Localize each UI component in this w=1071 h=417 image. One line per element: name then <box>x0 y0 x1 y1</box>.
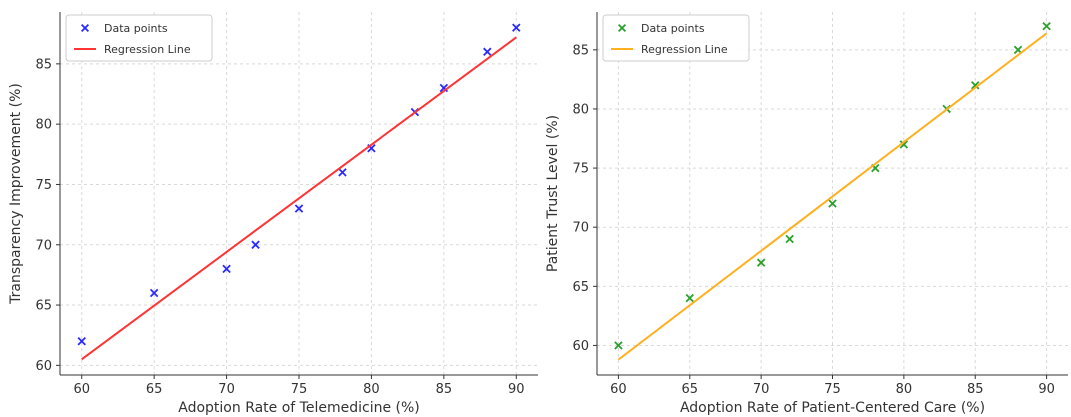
x-axis-label: Adoption Rate of Patient-Centered Care (… <box>680 400 985 416</box>
x-tick-label: 90 <box>508 382 525 397</box>
data-point <box>149 288 159 298</box>
y-tick-label: 85 <box>35 57 52 72</box>
legend-marker-swatch <box>617 23 627 33</box>
data-point <box>828 199 837 208</box>
data-point <box>785 234 794 244</box>
y-tick-label: 70 <box>35 238 52 253</box>
y-tick-label: 65 <box>35 299 52 314</box>
legend: Data points Regression Line <box>602 14 750 62</box>
x-tick-label: 60 <box>73 382 90 397</box>
y-tick-label: 80 <box>35 118 52 133</box>
legend-entry-label: Regression Line <box>104 43 191 56</box>
y-tick-label: 75 <box>35 178 52 193</box>
chart-panel-1: 60 65 70 75 80 85 90 60 65 70 75 80 85 Adoption Rate … <box>8 12 538 416</box>
x-tick-label: 70 <box>753 382 770 397</box>
data-point <box>483 47 492 57</box>
legend-marker-swatch <box>80 23 90 33</box>
legend: Data points Regression Line <box>65 14 213 62</box>
data-point <box>338 168 347 177</box>
y-axis-label: Patient Trust Level (%) <box>545 115 561 272</box>
y-tick-label: 60 <box>35 359 52 374</box>
legend-frame <box>65 14 213 62</box>
x-tick-label: 80 <box>896 382 913 397</box>
y-axis-label: Transparency Improvement (%) <box>8 83 24 305</box>
data-point <box>222 264 231 274</box>
y-tick-label: 85 <box>572 43 589 58</box>
y-tick-label: 75 <box>572 162 589 177</box>
regression-line <box>617 32 1048 361</box>
legend-entry-label: Regression Line <box>641 43 728 56</box>
legend-frame <box>602 14 750 62</box>
y-tick-label: 80 <box>572 102 589 117</box>
x-tick-label: 65 <box>146 382 163 397</box>
legend-entry-label: Data points <box>641 22 705 35</box>
data-point <box>294 204 304 213</box>
chart-panel-2: 60 65 70 75 80 85 90 60 65 70 75 80 85 Adoption Rate … <box>545 12 1068 416</box>
regression-line <box>81 36 517 361</box>
x-tick-label: 60 <box>610 382 627 397</box>
x-tick-label: 85 <box>967 382 984 397</box>
data-point <box>1042 21 1051 31</box>
data-point <box>899 140 909 149</box>
x-tick-label: 75 <box>291 382 308 397</box>
x-tick-label: 75 <box>824 382 841 397</box>
x-tick-label: 70 <box>218 382 235 397</box>
y-tick-label: 65 <box>572 280 589 295</box>
legend-entry-label: Data points <box>104 22 168 35</box>
data-point <box>512 23 521 32</box>
data-point <box>685 293 695 303</box>
y-tick-label: 70 <box>572 221 589 236</box>
x-tick-label: 85 <box>436 382 453 397</box>
data-point <box>251 240 260 249</box>
data-point <box>970 81 980 90</box>
x-tick-label: 80 <box>363 382 380 397</box>
y-tick-label: 60 <box>572 339 589 354</box>
data-point <box>77 336 86 346</box>
data-point <box>756 258 766 267</box>
x-tick-label: 90 <box>1038 382 1055 397</box>
x-tick-label: 65 <box>681 382 698 397</box>
data-point <box>614 341 623 350</box>
x-axis-label: Adoption Rate of Telemedicine (%) <box>178 400 420 416</box>
